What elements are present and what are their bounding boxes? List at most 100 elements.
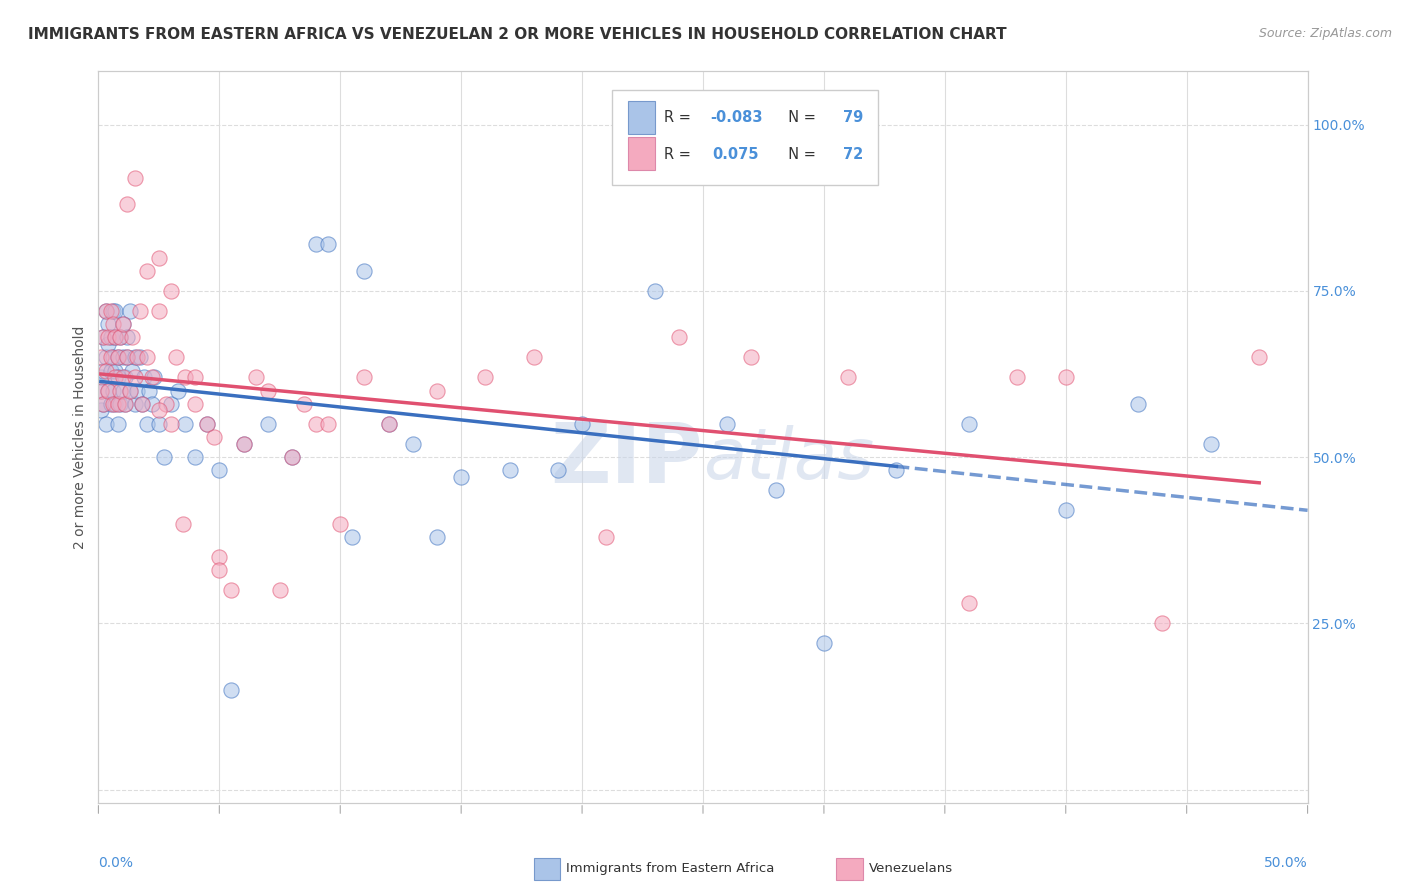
Point	[740, 351, 762, 365]
Point	[1249, 351, 1271, 365]
Point	[91, 397, 114, 411]
Point	[184, 450, 207, 464]
Point	[523, 351, 546, 365]
Point	[141, 370, 163, 384]
Point	[195, 417, 218, 431]
Point	[107, 370, 129, 384]
Point	[135, 351, 157, 365]
Point	[1007, 370, 1029, 384]
Point	[204, 430, 226, 444]
Point	[426, 384, 449, 398]
Text: 79: 79	[844, 110, 863, 125]
Point	[104, 370, 127, 384]
Point	[765, 483, 787, 498]
Text: R =: R =	[664, 110, 696, 125]
Point	[101, 384, 124, 398]
Point	[111, 317, 134, 331]
Point	[474, 370, 496, 384]
Point	[101, 303, 124, 318]
Point	[208, 549, 231, 564]
Point	[269, 582, 291, 597]
Point	[160, 397, 183, 411]
Point	[90, 384, 112, 398]
Point	[1054, 370, 1077, 384]
Point	[135, 264, 157, 278]
Point	[128, 351, 150, 365]
Point	[426, 530, 449, 544]
Text: atlas: atlas	[703, 425, 875, 493]
Point	[305, 417, 328, 431]
Point	[121, 330, 143, 344]
Point	[329, 516, 352, 531]
Point	[100, 397, 122, 411]
Point	[256, 417, 278, 431]
Point	[1152, 616, 1174, 631]
Point	[148, 251, 170, 265]
Point	[1128, 397, 1150, 411]
Point	[117, 351, 139, 365]
Text: Source: ZipAtlas.com: Source: ZipAtlas.com	[1258, 27, 1392, 40]
Point	[117, 330, 139, 344]
Text: -0.083: -0.083	[710, 110, 762, 125]
Point	[221, 582, 243, 597]
Point	[90, 403, 112, 417]
Point	[498, 463, 520, 477]
Point	[117, 351, 139, 365]
Point	[124, 370, 146, 384]
Point	[668, 330, 690, 344]
Point	[167, 384, 190, 398]
Text: Immigrants from Eastern Africa: Immigrants from Eastern Africa	[567, 863, 775, 875]
Point	[101, 351, 124, 365]
Point	[141, 397, 163, 411]
Point	[100, 330, 122, 344]
Point	[90, 351, 112, 365]
Point	[114, 397, 136, 411]
Point	[104, 397, 127, 411]
Point	[716, 417, 738, 431]
Point	[94, 303, 117, 318]
Point	[135, 417, 157, 431]
Point	[174, 417, 197, 431]
Point	[377, 417, 399, 431]
Point	[90, 384, 112, 398]
Text: 0.075: 0.075	[713, 146, 759, 161]
Point	[184, 370, 207, 384]
Point	[131, 397, 153, 411]
Text: Venezuelans: Venezuelans	[869, 863, 953, 875]
Point	[245, 370, 267, 384]
Point	[138, 384, 160, 398]
Point	[91, 363, 114, 377]
Point	[195, 417, 218, 431]
Point	[108, 330, 131, 344]
Point	[127, 351, 149, 365]
Point	[108, 330, 131, 344]
Text: R =: R =	[664, 146, 700, 161]
Point	[118, 384, 141, 398]
Point	[160, 417, 183, 431]
Point	[100, 303, 122, 318]
Point	[571, 417, 593, 431]
Point	[957, 596, 980, 610]
Point	[108, 384, 131, 398]
Point	[114, 370, 136, 384]
FancyBboxPatch shape	[837, 858, 863, 880]
Point	[547, 463, 569, 477]
Point	[104, 330, 127, 344]
Point	[305, 237, 328, 252]
Point	[232, 436, 254, 450]
Point	[121, 363, 143, 377]
Text: 50.0%: 50.0%	[1264, 856, 1308, 870]
Point	[94, 303, 117, 318]
Point	[160, 284, 183, 298]
Point	[94, 363, 117, 377]
Point	[94, 351, 117, 365]
Point	[148, 403, 170, 417]
Point	[107, 351, 129, 365]
Point	[1199, 436, 1222, 450]
Point	[114, 397, 136, 411]
Point	[107, 417, 129, 431]
Point	[342, 530, 364, 544]
Point	[107, 397, 129, 411]
Point	[155, 397, 177, 411]
Point	[111, 317, 134, 331]
